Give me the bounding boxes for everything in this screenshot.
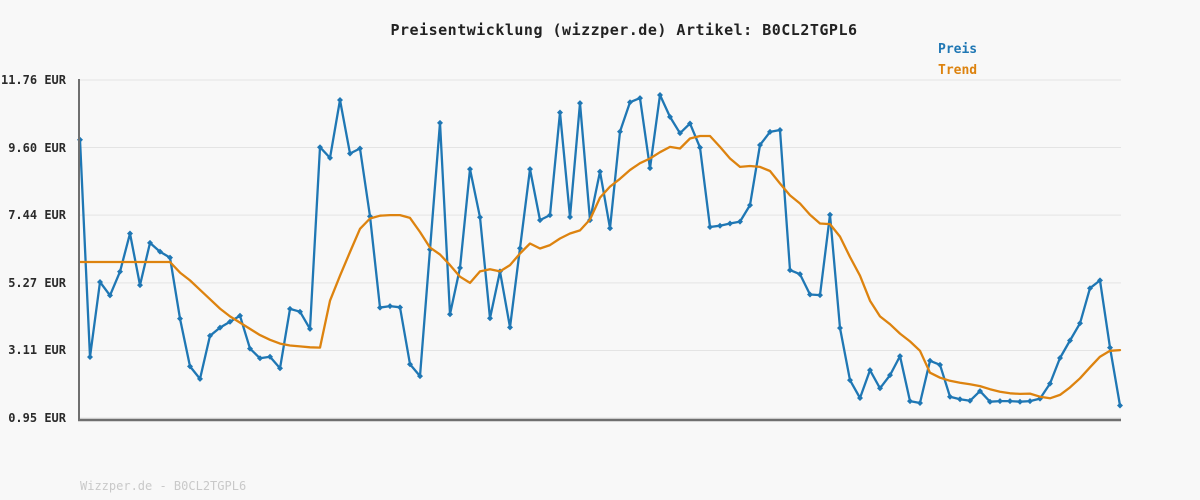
y-axis-tick-label: 0.95 EUR [8, 411, 66, 425]
legend: Preis Trend [938, 39, 977, 81]
y-axis-tick-label: 11.76 EUR [0, 73, 66, 87]
y-axis-tick-label: 5.27 EUR [8, 275, 66, 290]
y-axis-tick-label: 7.44 EUR [8, 208, 66, 223]
legend-item-preis: Preis [938, 42, 978, 57]
watermark: Wizzper.de - B0CL2TGPL6 [80, 479, 247, 493]
series-line-preis [78, 93, 1122, 407]
series-markers-preis [77, 92, 1123, 409]
series-line-trend [78, 134, 1122, 400]
y-axis: 11.76 EUR 9.60 EUR 7.44 EUR 5.27 EUR 3.11 EU… [0, 0, 68, 500]
chart-title: Preisentwicklung (wizzper.de) Artikel: B… [390, 21, 858, 39]
y-axis-tick-label: 9.60 EUR [8, 140, 66, 155]
y-axis-tick-label: 3.11 EUR [8, 343, 66, 358]
legend-item-trend: Trend [938, 63, 978, 78]
